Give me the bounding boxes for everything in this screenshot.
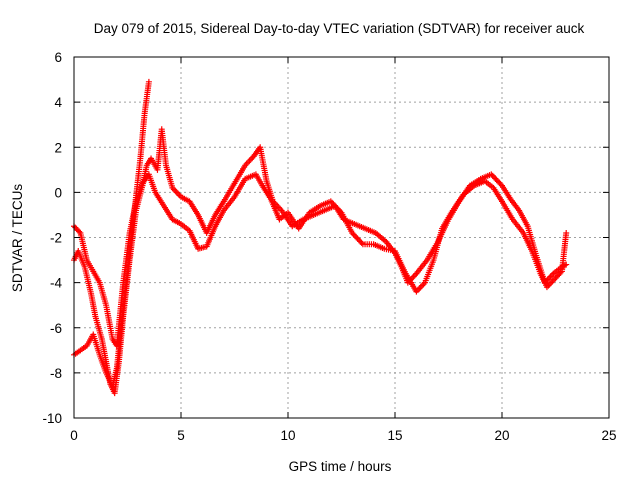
- x-tick-label: 0: [70, 428, 78, 443]
- grid: [74, 57, 609, 418]
- y-tick-label: -4: [50, 276, 62, 291]
- y-tick-label: -10: [42, 411, 62, 426]
- x-tick-label: 5: [177, 428, 185, 443]
- x-tick-label: 15: [387, 428, 402, 443]
- data-point: [563, 229, 570, 236]
- y-tick-label: 0: [54, 185, 62, 200]
- y-tick-label: 4: [54, 95, 62, 110]
- x-tick-label: 25: [601, 428, 616, 443]
- x-tick-label: 20: [494, 428, 509, 443]
- data-point: [76, 228, 83, 235]
- x-axis-label: GPS time / hours: [289, 459, 392, 474]
- y-tick-label: -2: [50, 231, 62, 246]
- y-axis-label: SDTVAR / TECUs: [10, 184, 25, 293]
- ticks: 0 5 10 15 20 25 -10 -8 -6 -4 -2 0 2 4 6: [42, 50, 616, 443]
- y-tick-label: -8: [50, 366, 62, 381]
- data-point: [557, 269, 564, 276]
- data-points: [71, 78, 570, 397]
- y-tick-label: 6: [54, 50, 62, 65]
- y-tick-label: 2: [54, 140, 62, 155]
- x-tick-label: 10: [280, 428, 295, 443]
- data-point: [145, 78, 152, 85]
- y-tick-label: -6: [50, 321, 62, 336]
- chart-title: Day 079 of 2015, Sidereal Day-to-day VTE…: [94, 21, 585, 36]
